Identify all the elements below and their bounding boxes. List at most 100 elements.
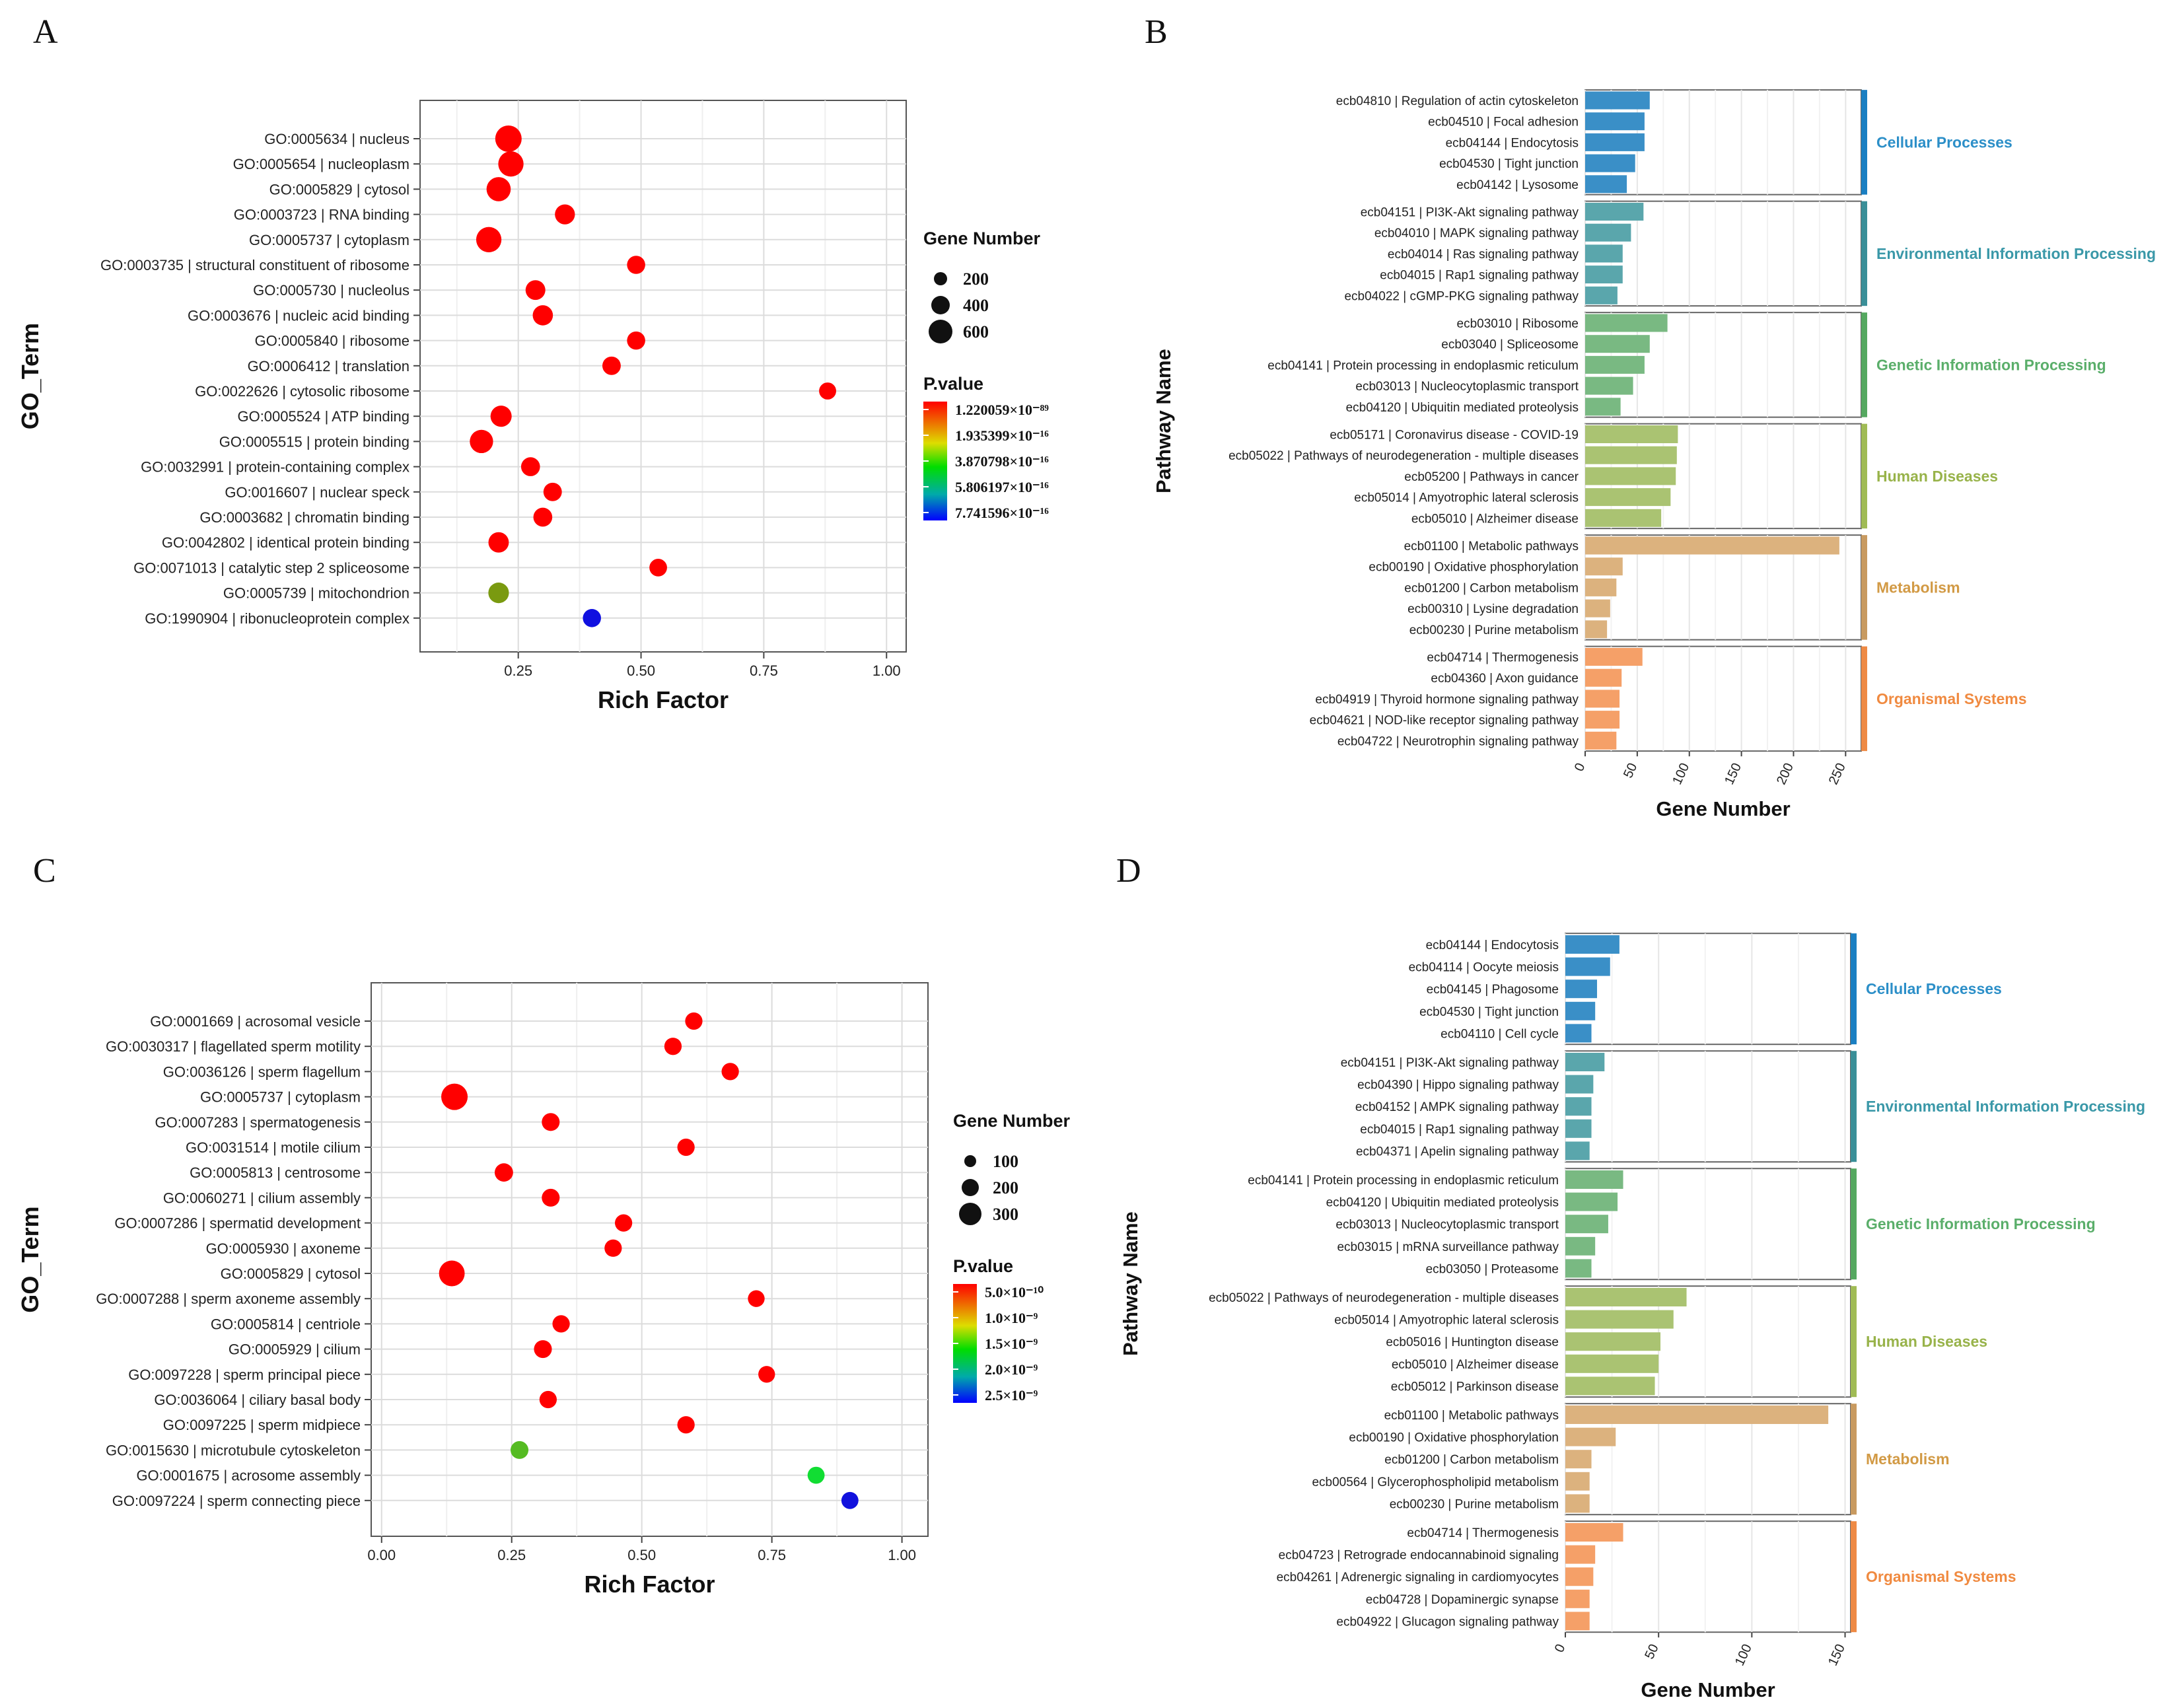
- x-tick-label: 0.25: [504, 662, 532, 679]
- bar: [1565, 1024, 1592, 1043]
- panel-label-d: D: [1116, 852, 1141, 890]
- data-point: [539, 1390, 557, 1409]
- go-term-label: GO:0001675 | acrosome assembly: [136, 1468, 361, 1484]
- pathway-label: ecb00230 | Purine metabolism: [1409, 623, 1579, 637]
- pathway-label: ecb05014 | Amyotrophic lateral sclerosis: [1334, 1314, 1559, 1328]
- data-point: [649, 559, 667, 577]
- group-label: Cellular Processes: [1876, 133, 2012, 151]
- data-point: [498, 151, 524, 177]
- pathway-label: ecb01100 | Metabolic pathways: [1404, 540, 1579, 553]
- pathway-label: ecb04530 | Tight junction: [1439, 157, 1579, 171]
- bar: [1565, 1215, 1608, 1234]
- size-legend-dot: [964, 1155, 976, 1167]
- bar: [1585, 112, 1645, 131]
- plot-panel: [371, 982, 929, 1537]
- x-tick-label: 200: [1774, 761, 1797, 787]
- pathway-label: ecb05012 | Parkinson disease: [1391, 1380, 1559, 1394]
- x-axis-title: Rich Factor: [584, 1571, 715, 1598]
- bar: [1565, 1354, 1659, 1373]
- pathway-label: ecb05014 | Amyotrophic lateral sclerosis: [1354, 491, 1579, 505]
- pathway-label: ecb00190 | Oxidative phosphorylation: [1369, 561, 1579, 575]
- pathway-label: ecb04144 | Endocytosis: [1426, 939, 1559, 952]
- x-tick-label: 0.50: [627, 1547, 656, 1563]
- pathway-label: ecb04141 | Protein processing in endopla…: [1248, 1174, 1559, 1188]
- pathway-label: ecb05010 | Alzheimer disease: [1411, 512, 1579, 526]
- pathway-label: ecb05200 | Pathways in cancer: [1404, 470, 1579, 484]
- data-point: [841, 1491, 859, 1509]
- group-strip: [1861, 535, 1867, 640]
- group-strip: [1861, 90, 1867, 195]
- group-label: Genetic Information Processing: [1876, 356, 2106, 373]
- go-term-label: GO:0036126 | sperm flagellum: [163, 1063, 361, 1080]
- bar: [1585, 690, 1620, 708]
- x-tick-label: 0: [1552, 1642, 1569, 1655]
- pathway-label: ecb01100 | Metabolic pathways: [1384, 1409, 1559, 1423]
- pathway-label: ecb03010 | Ribosome: [1457, 317, 1579, 331]
- x-tick-label: 1.00: [888, 1547, 916, 1563]
- size-legend-label: 100: [993, 1152, 1018, 1171]
- group-strip: [1861, 423, 1867, 529]
- panel-c: C GO:0001669 | acrosomal vesicle GO:003031…: [17, 852, 1071, 1598]
- go-term-label: GO:0036064 | ciliary basal body: [154, 1392, 361, 1408]
- pathway-label: ecb04014 | Ras signaling pathway: [1388, 248, 1579, 262]
- go-term-label: GO:0015630 | microtubule cytoskeleton: [106, 1442, 361, 1458]
- bar: [1565, 1406, 1829, 1424]
- pathway-label: ecb03013 | Nucleocytoplasmic transport: [1355, 380, 1579, 394]
- pathway-label: ecb04120 | Ubiquitin mediated proteolysi…: [1346, 401, 1579, 415]
- bar: [1585, 398, 1621, 416]
- go-term-label: GO:0005737 | cytoplasm: [249, 232, 409, 248]
- group-strip: [1851, 933, 1857, 1045]
- pathway-label: ecb05022 | Pathways of neurodegeneration…: [1228, 449, 1579, 463]
- data-point: [627, 256, 645, 274]
- pathway-label: ecb04714 | Thermogenesis: [1407, 1526, 1559, 1540]
- pathway-label: ecb04723 | Retrograde endocannabinoid si…: [1279, 1549, 1559, 1563]
- go-term-label: GO:0005930 | axoneme: [206, 1240, 361, 1257]
- go-term-label: GO:0005524 | ATP binding: [237, 408, 409, 425]
- x-axis-title: Gene Number: [1641, 1678, 1775, 1701]
- bar: [1585, 578, 1617, 596]
- data-point: [543, 482, 562, 501]
- go-term-label: GO:0060271 | cilium assembly: [163, 1190, 361, 1206]
- data-point: [511, 1441, 529, 1459]
- size-legend-dot: [959, 1203, 981, 1225]
- data-point: [604, 1239, 622, 1257]
- pathway-label: ecb04714 | Thermogenesis: [1427, 651, 1579, 665]
- color-legend-label: 1.935399×10⁻¹⁶: [955, 427, 1049, 444]
- go-term-label: GO:0032991 | protein-containing complex: [141, 459, 409, 476]
- pathway-label: ecb04261 | Adrenergic signaling in cardi…: [1277, 1571, 1559, 1584]
- pathway-label: ecb04722 | Neurotrophin signaling pathwa…: [1337, 734, 1579, 748]
- group-strip: [1861, 646, 1867, 752]
- group-label: Organismal Systems: [1866, 1568, 2016, 1585]
- group-strip: [1851, 1286, 1857, 1398]
- data-point: [486, 177, 511, 201]
- go-term-label: GO:0030317 | flagellated sperm motility: [106, 1038, 361, 1055]
- pathway-label: ecb04390 | Hippo signaling pathway: [1357, 1079, 1559, 1092]
- data-point: [677, 1138, 695, 1156]
- bar: [1585, 536, 1839, 555]
- x-tick-label: 0.75: [758, 1547, 786, 1563]
- go-term-label: GO:0071013 | catalytic step 2 spliceosom…: [133, 559, 409, 576]
- bar: [1585, 620, 1608, 639]
- bar: [1565, 935, 1619, 954]
- pathway-label: ecb04510 | Focal adhesion: [1428, 116, 1579, 129]
- pathway-label: ecb04141 | Protein processing in endopla…: [1267, 359, 1579, 373]
- color-legend-label: 1.0×10⁻⁹: [985, 1310, 1038, 1326]
- go-term-label: GO:0003682 | chromatin binding: [199, 509, 409, 526]
- x-tick-label: 100: [1732, 1642, 1755, 1668]
- go-term-label: GO:0005515 | protein binding: [219, 433, 409, 450]
- group-label: Metabolism: [1866, 1450, 1950, 1468]
- data-point: [488, 583, 509, 604]
- x-tick-label: 0.75: [750, 662, 778, 679]
- group-label: Genetic Information Processing: [1866, 1215, 2096, 1232]
- x-tick-label: 50: [1642, 1642, 1661, 1661]
- pathway-label: ecb00564 | Glycerophospholipid metabolis…: [1312, 1476, 1559, 1489]
- pathway-label: ecb04728 | Dopaminergic synapse: [1366, 1593, 1559, 1607]
- pathway-label: ecb04114 | Oocyte meiosis: [1409, 961, 1559, 975]
- group-label: Organismal Systems: [1876, 690, 2027, 707]
- pathway-label: ecb04151 | PI3K-Akt signaling pathway: [1341, 1056, 1559, 1070]
- bar: [1565, 1376, 1655, 1396]
- bar: [1565, 1545, 1596, 1564]
- size-legend-label: 400: [963, 296, 989, 315]
- x-axis-title: Rich Factor: [598, 686, 729, 713]
